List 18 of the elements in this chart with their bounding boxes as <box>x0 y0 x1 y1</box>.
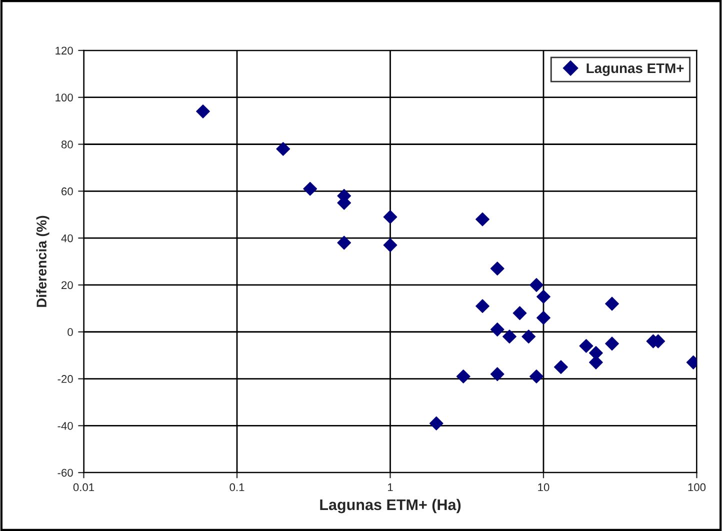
x-axis-title: Lagunas ETM+ (Ha) <box>320 498 461 514</box>
x-tick-label: 100 <box>688 483 706 492</box>
x-tick-label: 0.01 <box>73 483 94 492</box>
y-tick-label: 80 <box>61 140 73 148</box>
y-tick-label: 120 <box>56 46 73 55</box>
x-tick-label: 10 <box>538 483 550 492</box>
legend-label: Lagunas ETM+ <box>586 63 684 76</box>
y-tick-label: 100 <box>56 94 73 102</box>
y-tick-label: 0 <box>68 328 73 336</box>
y-axis-title: Diferencia (%) <box>36 216 50 307</box>
y-tick-label: -60 <box>58 468 73 477</box>
y-tick-label: -40 <box>58 422 73 430</box>
y-tick-label: 60 <box>62 187 73 196</box>
y-tick-label: -20 <box>58 375 73 383</box>
x-tick-label: 0.1 <box>230 483 244 492</box>
x-tick-label: 1 <box>388 483 393 492</box>
y-tick-label: 40 <box>61 234 73 242</box>
y-tick-label: 20 <box>62 281 73 290</box>
